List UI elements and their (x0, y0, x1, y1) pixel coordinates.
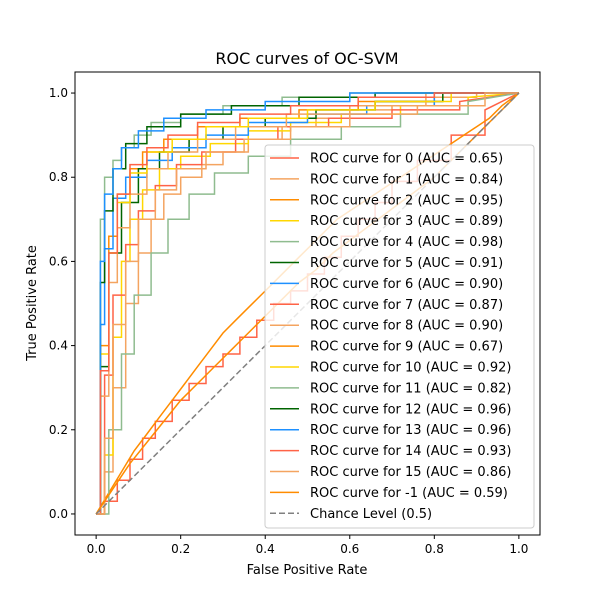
roc-series-14 (96, 92, 519, 515)
x-axis-ticks: 0.0 0.2 0.4 0.6 0.8 1.0 (87, 535, 528, 556)
legend-label: ROC curve for 0 (AUC = 0.65) (310, 152, 503, 167)
x-tick-label: 0.2 (171, 542, 190, 556)
legend-label: ROC curve for 14 (AUC = 0.93) (310, 444, 511, 459)
legend-label: ROC curve for 15 (AUC = 0.86) (310, 465, 511, 480)
legend-label: ROC curve for 11 (AUC = 0.82) (310, 381, 511, 396)
legend-label: ROC curve for 13 (AUC = 0.96) (310, 423, 511, 438)
roc-series-15 (96, 92, 519, 515)
legend-label: ROC curve for -1 (AUC = 0.59) (310, 486, 508, 501)
legend-label: ROC curve for 12 (AUC = 0.96) (310, 402, 511, 417)
legend-label: ROC curve for 10 (AUC = 0.92) (310, 361, 511, 376)
y-tick-label: 0.8 (49, 170, 68, 184)
y-tick-label: 0.6 (49, 254, 68, 268)
legend-items: ROC curve for 0 (AUC = 0.65) ROC curve fo… (270, 152, 511, 522)
y-axis-ticks: 0.0 0.2 0.4 0.6 0.8 1.0 (49, 86, 75, 521)
legend: ROC curve for 0 (AUC = 0.65) ROC curve fo… (264, 144, 535, 529)
plot-frame (74, 71, 541, 536)
roc-series-1 (96, 92, 519, 515)
roc-series-12 (96, 92, 519, 515)
x-tick-label: 1.0 (509, 542, 528, 556)
y-tick-label: 1.0 (49, 86, 68, 100)
legend-label: ROC curve for 3 (AUC = 0.89) (310, 214, 503, 229)
y-axis-label: True Positive Rate (25, 245, 40, 362)
legend-label: ROC curve for 7 (AUC = 0.87) (310, 298, 503, 313)
roc-series-13 (96, 92, 519, 515)
roc-series-11 (96, 92, 520, 515)
roc-series-7 (96, 92, 520, 515)
legend-label: ROC curve for 8 (AUC = 0.90) (310, 319, 503, 334)
legend-label: ROC curve for 5 (AUC = 0.91) (310, 256, 503, 271)
legend-label: ROC curve for 1 (AUC = 0.84) (310, 172, 503, 187)
y-tick-label: 0.4 (49, 339, 68, 353)
legend-label: ROC curve for 9 (AUC = 0.67) (310, 340, 503, 355)
x-tick-label: 0.4 (256, 542, 275, 556)
y-tick-label: 0.2 (49, 423, 68, 437)
legend-label: ROC curve for 4 (AUC = 0.98) (310, 235, 503, 250)
chart-title: ROC curves of OC-SVM (215, 49, 398, 68)
legend-label: Chance Level (0.5) (310, 507, 432, 522)
x-axis-label: False Positive Rate (247, 563, 368, 578)
x-tick-label: 0.8 (425, 542, 444, 556)
legend-box (264, 144, 535, 529)
x-tick-label: 0.0 (87, 542, 106, 556)
x-tick-label: 0.6 (340, 542, 359, 556)
legend-label: ROC curve for 6 (AUC = 0.90) (310, 277, 503, 292)
legend-label: ROC curve for 2 (AUC = 0.95) (310, 193, 503, 208)
y-tick-label: 0.0 (49, 507, 68, 521)
